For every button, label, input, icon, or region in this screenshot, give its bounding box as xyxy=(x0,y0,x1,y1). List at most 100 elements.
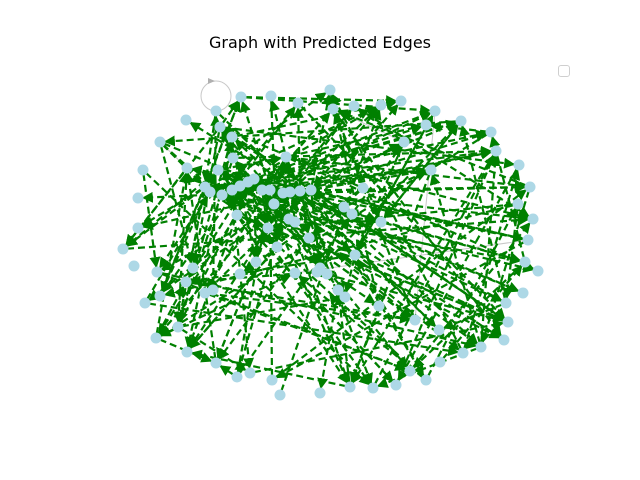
graph-node xyxy=(180,114,192,126)
graph-node xyxy=(324,84,336,96)
graph-node xyxy=(180,276,192,288)
predicted-edge xyxy=(162,144,203,185)
predicted-edge xyxy=(351,153,495,384)
predicted-edge xyxy=(162,188,239,293)
graph-node xyxy=(264,184,276,196)
predicted-edge xyxy=(243,129,488,187)
graph-node xyxy=(128,260,140,272)
graph-node xyxy=(425,164,437,176)
predicted-edge xyxy=(189,121,298,190)
graph-node xyxy=(137,164,149,176)
predicted-edge xyxy=(160,190,309,271)
predicted-edge xyxy=(257,180,502,339)
predicted-edge xyxy=(234,106,378,189)
graph-node xyxy=(420,374,432,386)
predicted-edge xyxy=(160,190,205,293)
predicted-edge xyxy=(286,160,373,385)
graph-node xyxy=(268,198,280,210)
graph-node xyxy=(512,198,524,210)
chart-title: Graph with Predicted Edges xyxy=(209,33,431,52)
graph-node xyxy=(231,371,243,383)
graph-node xyxy=(498,334,510,346)
graph-node xyxy=(409,314,421,326)
graph-node xyxy=(517,287,529,299)
graph-node xyxy=(332,284,344,296)
graph-node xyxy=(420,119,432,131)
graph-node xyxy=(151,266,163,278)
graph-node xyxy=(294,185,306,197)
predicted-edge xyxy=(190,349,347,388)
graph-node xyxy=(314,387,326,399)
predicted-edge xyxy=(225,194,535,273)
predicted-edge xyxy=(356,258,425,378)
predicted-edge xyxy=(142,173,161,269)
graph-node xyxy=(524,181,536,193)
predicted-edge xyxy=(293,192,520,293)
predicted-edge xyxy=(148,191,309,302)
nodes xyxy=(117,84,544,401)
graph-node xyxy=(231,209,243,221)
graph-node xyxy=(429,105,441,117)
graph-node xyxy=(404,365,416,377)
predicted-edge xyxy=(292,215,378,227)
graph-node xyxy=(373,300,385,312)
predicted-edge xyxy=(411,222,531,369)
graph-node xyxy=(227,152,239,164)
predicted-edge xyxy=(251,147,493,183)
predicted-edge xyxy=(269,99,287,154)
graph-node xyxy=(212,164,224,176)
graph-node xyxy=(367,382,379,394)
predicted-edge xyxy=(221,170,245,182)
graph-node xyxy=(248,173,260,185)
predicted-edges xyxy=(125,91,535,392)
predicted-edge xyxy=(293,121,458,192)
predicted-edge xyxy=(263,111,331,188)
graph-node xyxy=(132,222,144,234)
predicted-edge xyxy=(126,188,203,247)
predicted-edge xyxy=(234,138,505,321)
graph-node xyxy=(398,136,410,148)
graph-node xyxy=(338,201,350,213)
graph-node xyxy=(457,347,469,359)
predicted-edge xyxy=(292,218,522,265)
graph-node xyxy=(271,241,283,253)
graph-node xyxy=(434,356,446,368)
graph-node xyxy=(265,90,277,102)
graph-node xyxy=(172,321,184,333)
graph-node xyxy=(216,189,228,201)
predicted-edge xyxy=(333,112,415,317)
graph-node xyxy=(204,186,216,198)
predicted-edge xyxy=(236,193,273,374)
predicted-edge xyxy=(271,192,319,265)
predicted-edge xyxy=(303,131,488,191)
predicted-edge xyxy=(221,140,235,192)
graph-node xyxy=(502,316,514,328)
graph-node xyxy=(513,159,525,171)
graph-node xyxy=(187,262,199,274)
predicted-edge xyxy=(181,294,342,328)
graph-node xyxy=(199,287,211,299)
predicted-edge xyxy=(289,156,527,191)
predicted-edge xyxy=(178,182,253,324)
predicted-edge xyxy=(221,100,240,125)
predicted-edge xyxy=(235,166,428,191)
graph-node xyxy=(274,389,286,401)
predicted-edge xyxy=(233,192,371,385)
graph-node xyxy=(532,265,544,277)
graph-node xyxy=(522,234,534,246)
graph-node xyxy=(303,232,315,244)
predicted-edge xyxy=(240,215,505,322)
predicted-edge xyxy=(373,154,495,385)
predicted-edge xyxy=(253,319,505,374)
predicted-edge xyxy=(160,271,478,350)
graph-node xyxy=(357,182,369,194)
predicted-edge xyxy=(292,107,379,190)
predicted-edge xyxy=(235,195,290,374)
predicted-edge xyxy=(238,217,394,383)
predicted-edge xyxy=(275,240,526,379)
graph-node xyxy=(214,121,226,133)
graph-node xyxy=(455,115,467,127)
predicted-edge xyxy=(210,114,222,287)
predicted-edge xyxy=(183,171,217,360)
